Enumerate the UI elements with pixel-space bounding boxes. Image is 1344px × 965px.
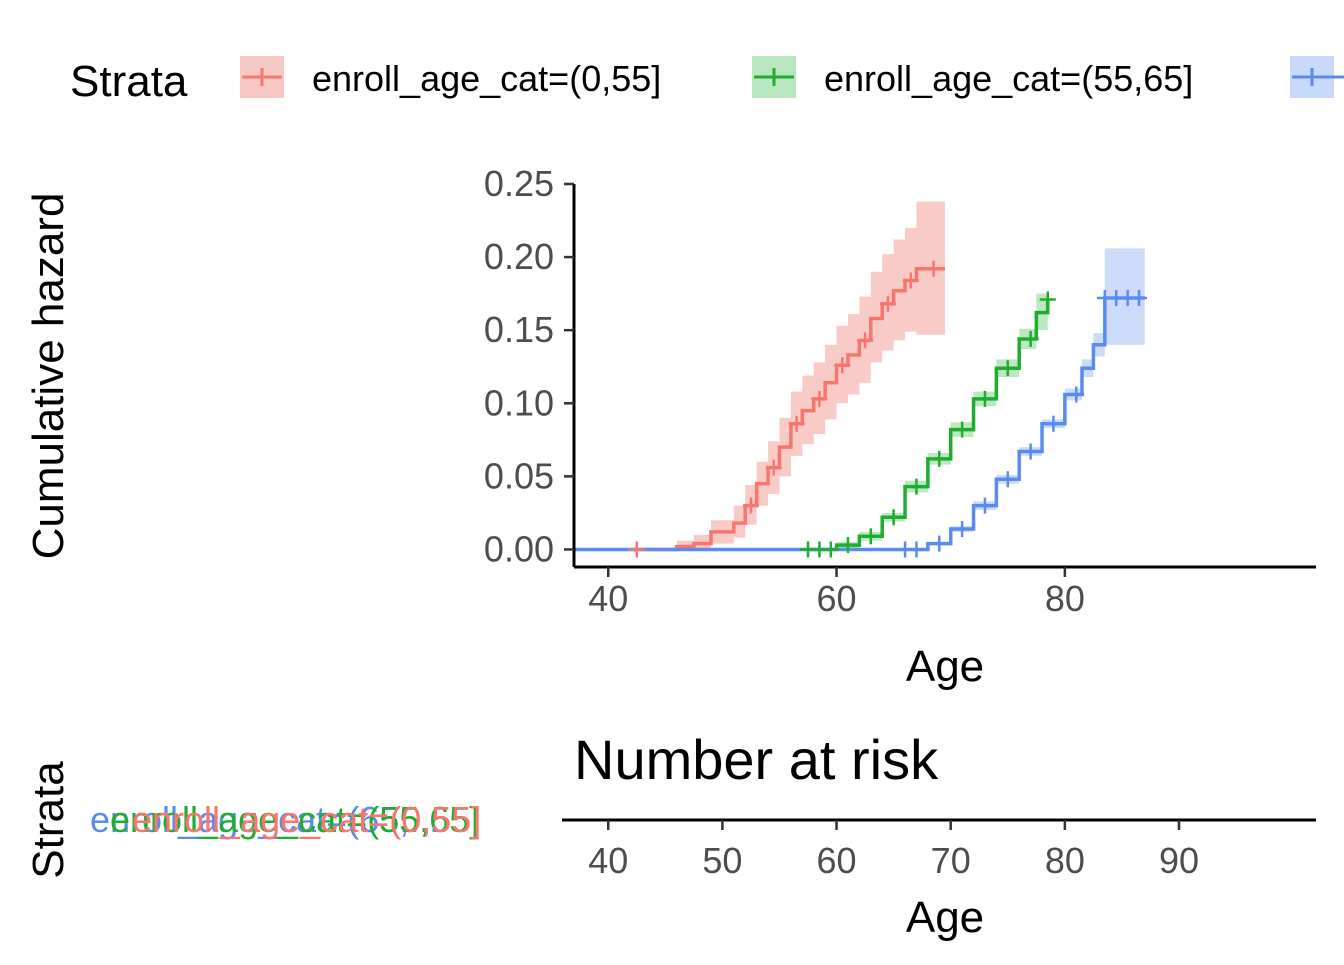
y-tick-label-2: 0.10 [484,382,554,423]
censor-mark-2-2 [931,535,948,552]
risk-x-ticks: 40 50 60 70 80 90 [588,820,1199,881]
risk-x-tick-label-4: 80 [1045,840,1085,881]
censor-mark-1-6 [908,478,925,495]
censor-marks [628,260,1148,558]
censor-mark-1-2 [822,541,839,558]
legend-item-2[interactable] [1290,56,1344,98]
censor-mark-0-5 [834,357,851,374]
censor-mark-2-8 [1068,386,1085,403]
censor-mark-1-4 [862,528,879,545]
y-tick-label-0: 0.00 [484,528,554,569]
x-tick-label-1: 60 [817,578,857,619]
x-ticks: 40 60 80 [588,567,1085,619]
confidence-band-2 [905,248,1145,550]
legend-label-1: enroll_age_cat=(55,65] [824,58,1193,99]
confidence-bands [631,201,1145,550]
censor-mark-1-10 [999,360,1016,377]
legend-item-1[interactable]: enroll_age_cat=(55,65] [752,56,1193,99]
hazard-plot: Cumulative hazard 0.000.050.100.150.200.… [24,163,1316,691]
y-ticks: 0.00 0.05 0.10 0.15 0.20 0.25 [484,163,574,569]
censor-mark-1-9 [976,390,993,407]
risk-x-tick-label-1: 50 [702,840,742,881]
censor-mark-2-1 [908,541,925,558]
risk-x-tick-label-5: 90 [1159,840,1199,881]
censor-mark-1-3 [839,537,856,554]
censor-mark-0-0 [628,541,645,558]
censor-mark-0-9 [925,260,942,277]
strata-label-55-65: enroll_age_cat=(55,65] [110,799,479,840]
x-tick-label-0: 40 [588,578,628,619]
censor-mark-0-2 [765,459,782,476]
censor-mark-0-6 [857,332,874,349]
risk-x-tick-label-2: 60 [817,840,857,881]
censor-mark-2-5 [999,471,1016,488]
censor-mark-1-7 [931,450,948,467]
censor-mark-0-1 [742,497,759,514]
censor-mark-0-4 [811,390,828,407]
censor-mark-0-7 [879,295,896,312]
censor-mark-0-8 [902,272,919,289]
legend-item-0[interactable]: enroll_age_cat=(0,55] [240,56,661,99]
legend-label-0: enroll_age_cat=(0,55] [312,58,661,99]
censor-mark-1-5 [885,509,902,526]
legend-title: Strata [70,57,188,106]
risk-x-axis-title: Age [906,893,984,942]
risk-table-title: Number at risk [574,728,939,791]
x-axis-title: Age [906,642,984,691]
censor-mark-1-8 [954,421,971,438]
y-tick-label-5: 0.25 [484,163,554,204]
censor-mark-1-11 [1022,330,1039,347]
censor-mark-1-12 [1039,291,1056,308]
censor-mark-2-6 [1022,443,1039,460]
legend: Strata enroll_age_cat=(0,55] enroll_age_… [70,56,1344,106]
risk-x-tick-label-3: 70 [931,840,971,881]
censor-mark-0-3 [788,415,805,432]
censor-mark-2-12 [1131,290,1148,307]
risk-table-y-title: Strata [24,761,73,879]
x-tick-label-2: 80 [1045,578,1085,619]
y-tick-label-4: 0.20 [484,236,554,277]
confidence-band-0 [631,201,945,550]
censor-mark-2-4 [976,497,993,514]
strata-label-65: enroll_age_cat=(65,... [90,799,439,840]
censor-mark-2-7 [1045,415,1062,432]
y-tick-label-1: 0.05 [484,455,554,496]
risk-x-tick-label-0: 40 [588,840,628,881]
risk-table: Number at risk Strata enroll_age_cat=(65… [24,728,1316,942]
y-tick-label-3: 0.15 [484,309,554,350]
y-axis-title: Cumulative hazard [24,193,73,560]
censor-mark-2-3 [954,520,971,537]
strata-label-0-55: enroll_age_cat=(0,55] [132,799,481,840]
